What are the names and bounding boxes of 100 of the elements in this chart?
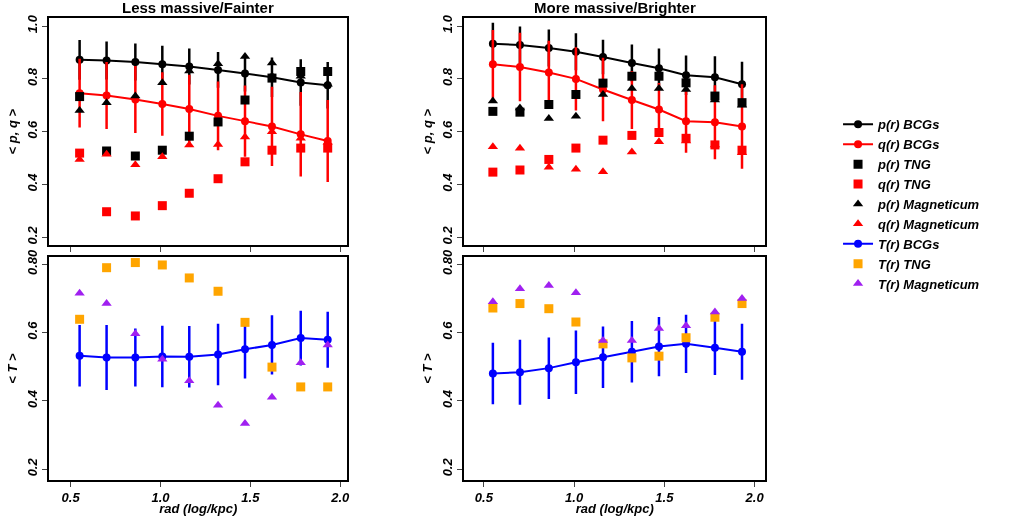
legend-label: q(r) Magneticum bbox=[878, 216, 980, 232]
point bbox=[323, 382, 333, 392]
point bbox=[599, 353, 607, 362]
legend-label: q(r) TNG bbox=[878, 177, 931, 193]
point bbox=[241, 117, 250, 126]
y-axis-title: < T > bbox=[420, 352, 436, 384]
point bbox=[544, 68, 553, 77]
y-axis-title: < p, q > bbox=[5, 108, 21, 155]
point bbox=[241, 345, 250, 354]
point bbox=[515, 63, 524, 71]
point bbox=[654, 128, 664, 137]
point bbox=[267, 340, 276, 349]
legend-label: p(r) TNG bbox=[877, 157, 931, 173]
point bbox=[267, 362, 277, 372]
point bbox=[488, 106, 498, 116]
point bbox=[544, 364, 553, 373]
point bbox=[184, 140, 195, 148]
point bbox=[488, 167, 498, 177]
point bbox=[627, 130, 637, 140]
y-tick-label: 0.4 bbox=[439, 389, 455, 409]
y-tick-label: 0.2 bbox=[439, 225, 455, 245]
point bbox=[240, 157, 250, 167]
point bbox=[598, 135, 608, 145]
point bbox=[157, 260, 167, 270]
point bbox=[241, 69, 250, 78]
point bbox=[158, 60, 167, 69]
y-tick-label: 0.4 bbox=[439, 172, 455, 192]
point bbox=[571, 317, 581, 327]
y-tick-label: 0.80 bbox=[24, 248, 40, 275]
point bbox=[515, 165, 525, 175]
point bbox=[75, 314, 85, 324]
y-tick-label: 0.6 bbox=[24, 320, 40, 340]
point bbox=[681, 78, 691, 88]
x-tick-label: 0.5 bbox=[474, 490, 494, 506]
point bbox=[184, 131, 194, 141]
point bbox=[240, 317, 250, 327]
point bbox=[130, 258, 140, 268]
point bbox=[184, 273, 194, 283]
point bbox=[627, 59, 636, 68]
y-tick-label: 0.6 bbox=[24, 119, 40, 139]
point bbox=[515, 368, 524, 377]
point bbox=[627, 96, 636, 105]
point bbox=[102, 207, 112, 217]
point bbox=[681, 333, 691, 343]
y-axis-title: < T > bbox=[5, 352, 21, 384]
chart-title: Less massive/Fainter bbox=[122, 0, 274, 16]
y-tick-label: 0.6 bbox=[439, 119, 455, 139]
point bbox=[515, 299, 525, 309]
point bbox=[185, 104, 194, 113]
y-tick-label: 0.4 bbox=[24, 389, 40, 409]
point bbox=[157, 152, 168, 160]
point bbox=[710, 343, 719, 352]
legend-label: T(r) Magneticum bbox=[878, 276, 980, 292]
point bbox=[267, 145, 277, 155]
y-tick-label: 0.2 bbox=[24, 457, 40, 477]
point bbox=[544, 304, 554, 314]
point bbox=[710, 73, 719, 82]
point bbox=[654, 71, 664, 81]
point bbox=[682, 71, 691, 80]
y-tick-label: 1.0 bbox=[439, 14, 455, 34]
point bbox=[75, 92, 85, 102]
point bbox=[185, 352, 194, 361]
y-axis-title: < p, q > bbox=[420, 108, 436, 155]
legend-label: p(r) BCGs bbox=[877, 117, 940, 133]
point bbox=[627, 71, 637, 81]
y-tick-label: 0.80 bbox=[439, 248, 455, 275]
point bbox=[74, 288, 85, 296]
y-tick-label: 0.2 bbox=[439, 457, 455, 477]
point bbox=[488, 369, 497, 378]
point bbox=[213, 286, 223, 296]
point bbox=[75, 148, 85, 158]
point bbox=[130, 151, 140, 161]
point bbox=[296, 334, 305, 343]
x-tick-label: 0.5 bbox=[61, 490, 81, 506]
point bbox=[598, 78, 608, 88]
point bbox=[627, 353, 637, 363]
legend-label: T(r) BCGs bbox=[878, 236, 940, 252]
point bbox=[102, 91, 111, 100]
legend-label: q(r) BCGs bbox=[878, 137, 940, 153]
point bbox=[322, 340, 333, 348]
point bbox=[682, 117, 691, 126]
point bbox=[654, 351, 664, 361]
y-tick-label: 0.4 bbox=[24, 172, 40, 192]
point bbox=[571, 74, 580, 83]
point bbox=[296, 143, 306, 153]
legend-label: T(r) TNG bbox=[878, 256, 931, 272]
point bbox=[488, 60, 497, 69]
point bbox=[240, 95, 250, 105]
x-tick-label: 2.0 bbox=[330, 490, 351, 506]
y-tick-label: 1.0 bbox=[24, 14, 40, 34]
point bbox=[296, 78, 305, 87]
y-tick-label: 0.2 bbox=[24, 225, 40, 245]
point bbox=[214, 65, 223, 74]
point bbox=[102, 263, 112, 273]
y-tick-label: 0.8 bbox=[24, 67, 40, 86]
point bbox=[102, 353, 111, 362]
point bbox=[654, 342, 663, 351]
x-tick-label: 2.0 bbox=[744, 490, 765, 506]
legend-label: p(r) Magneticum bbox=[877, 197, 980, 213]
point bbox=[544, 154, 554, 164]
